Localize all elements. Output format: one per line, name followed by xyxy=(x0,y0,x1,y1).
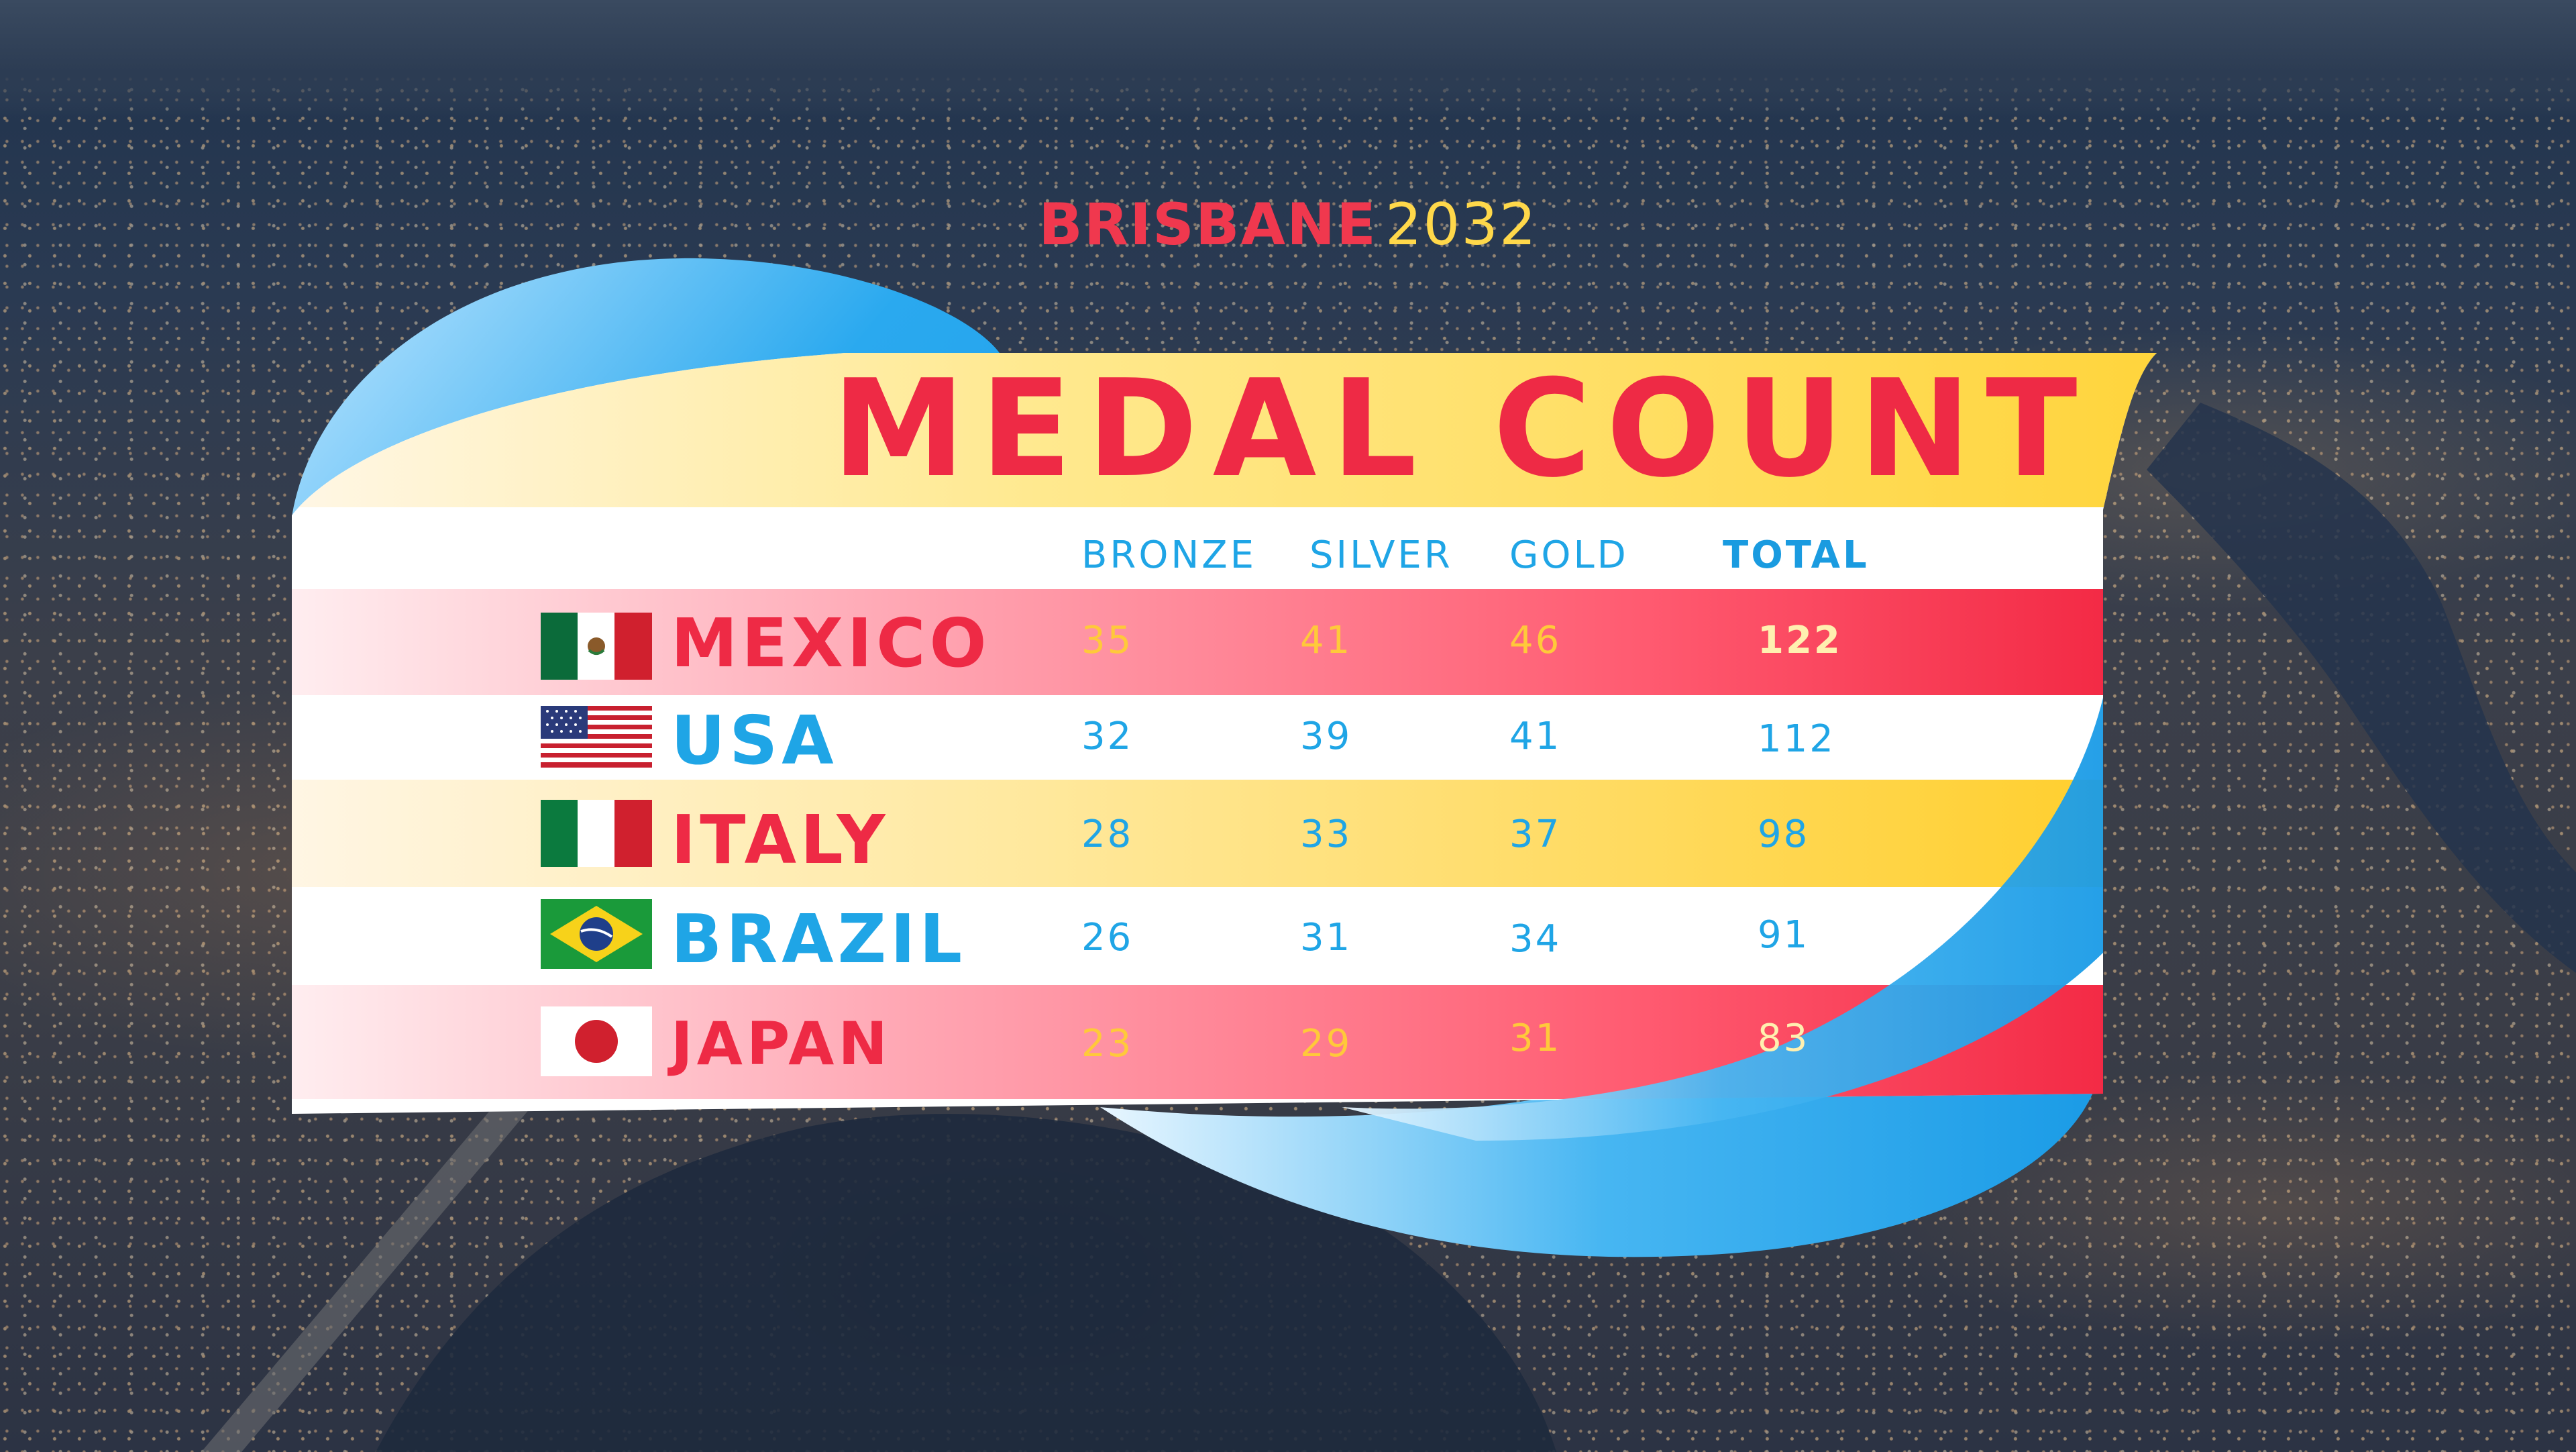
country-name: ITALY xyxy=(671,800,890,879)
bronze-count: 23 xyxy=(1081,1022,1134,1066)
gold-count: 41 xyxy=(1509,715,1562,758)
bronze-count: 35 xyxy=(1081,619,1134,662)
event-heading: BRISBANE 2032 xyxy=(0,196,2576,254)
bronze-count: 32 xyxy=(1081,715,1134,758)
gold-count: 37 xyxy=(1509,813,1562,856)
silver-count: 41 xyxy=(1300,619,1352,662)
country-name: BRAZIL xyxy=(671,900,967,978)
total-count: 122 xyxy=(1758,619,1842,662)
silver-count: 33 xyxy=(1300,813,1352,856)
event-year: 2032 xyxy=(1385,191,1538,258)
gold-count: 31 xyxy=(1509,1017,1562,1060)
page-title: MEDAL COUNT xyxy=(832,351,2092,507)
column-header-silver: SILVER xyxy=(1309,533,1453,577)
total-count: 91 xyxy=(1758,913,1810,957)
column-header-gold: GOLD xyxy=(1509,533,1629,577)
country-name: JAPAN xyxy=(671,1009,892,1078)
bronze-count: 26 xyxy=(1081,916,1134,960)
right-blue-wave-overlay xyxy=(1342,698,2103,1141)
table-card xyxy=(292,353,2157,1114)
gold-count: 34 xyxy=(1509,917,1562,961)
event-city: BRISBANE xyxy=(1038,191,1377,258)
horizon-background xyxy=(0,0,2576,121)
silver-count: 39 xyxy=(1300,715,1352,758)
silver-count: 31 xyxy=(1300,916,1352,960)
bronze-count: 28 xyxy=(1081,813,1134,856)
japan-flag-icon xyxy=(541,1006,652,1076)
usa-flag-icon xyxy=(541,706,652,768)
mexico-flag-icon xyxy=(541,613,652,680)
column-header-total: TOTAL xyxy=(1723,533,1870,577)
silver-count: 29 xyxy=(1300,1022,1352,1066)
country-name: MEXICO xyxy=(671,604,991,682)
brazil-flag-icon xyxy=(541,899,652,969)
total-count: 98 xyxy=(1758,813,1810,856)
gold-count: 46 xyxy=(1509,619,1562,662)
total-count: 83 xyxy=(1758,1017,1810,1060)
country-name: USA xyxy=(671,701,838,780)
italy-flag-icon xyxy=(541,800,652,867)
total-count: 112 xyxy=(1758,717,1835,761)
column-header-bronze: BRONZE xyxy=(1081,533,1257,577)
